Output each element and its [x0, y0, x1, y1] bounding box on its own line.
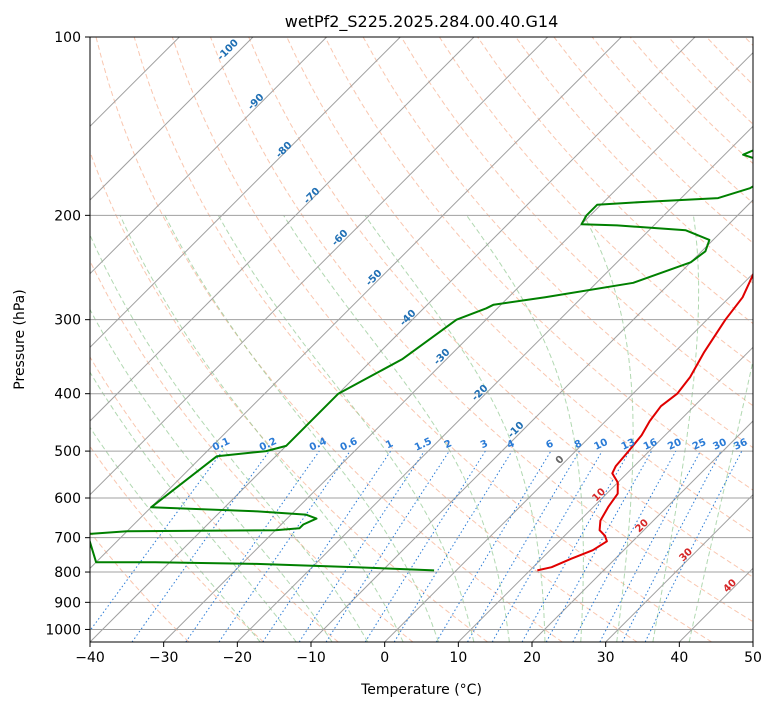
moist-adiabat [364, 215, 546, 642]
temperature-profile [537, 272, 753, 572]
isotherm [531, 420, 753, 642]
isotherm [90, 37, 622, 570]
mixing-ratio-line [521, 450, 630, 642]
x-tick-label: 0 [380, 650, 389, 666]
chart-title: wetPf2_S225.2025.284.00.40.G14 [285, 12, 559, 32]
y-tick-label: 900 [54, 595, 81, 611]
mixing-ratio-line [325, 450, 450, 642]
y-axis-title: Pressure (hPa) [12, 289, 28, 389]
dry-adiabat [95, 37, 563, 642]
dry-adiabat [210, 37, 753, 623]
x-tick-label: 40 [670, 650, 688, 666]
mixing-ratio-line [545, 450, 653, 642]
mixing-ratio-line [262, 450, 392, 642]
isotherm [90, 37, 475, 422]
y-tick-label: 700 [54, 531, 81, 547]
plot-frame [89, 36, 754, 643]
x-tick-label: −10 [296, 650, 326, 666]
moist-adiabat [164, 215, 439, 642]
dry-adiabat [248, 37, 753, 578]
mixing-ratio-line [644, 450, 743, 642]
moist-adiabat [119, 215, 404, 642]
line-labels: 0.1 0.2 0.4 0.6 1 1.5 2 3 4 6 8 10 13 16 20 25 30 36-100-… [211, 37, 749, 595]
dry-adiabat [90, 445, 264, 642]
mixing-ratio-line [185, 450, 320, 642]
x-tick-label: 10 [449, 650, 467, 666]
y-tick-label: 300 [54, 313, 81, 329]
moist-adiabat [583, 215, 634, 642]
mixing-ratio-label: 8 [573, 438, 584, 451]
background-lines [90, 37, 753, 642]
x-tick-label: −40 [75, 650, 105, 666]
x-tick-label: 30 [597, 650, 615, 666]
x-tick-label: 50 [744, 650, 762, 666]
moist-adiabat [283, 215, 510, 642]
mixing-ratio-label: 4 [506, 438, 517, 451]
dry-adiabat [171, 37, 712, 642]
x-axis-title: Temperature (°C) [360, 682, 482, 698]
mixing-ratio-label: 13 [620, 437, 637, 453]
dry-adiabat [90, 531, 190, 642]
profiles [90, 149, 753, 572]
y-tick-label: 800 [54, 565, 81, 581]
isotherm [90, 37, 549, 496]
mixing-ratio-label: 30 [711, 437, 728, 453]
mixing-ratio-label: 2 [443, 438, 454, 451]
mixing-ratio-line [298, 450, 425, 642]
moist-adiabat [688, 358, 753, 642]
isotherm [384, 272, 753, 642]
dewpoint-profile [90, 149, 753, 572]
dry-adiabat [90, 150, 488, 642]
dry-adiabat [133, 37, 638, 642]
mixing-ratio-line [393, 450, 513, 642]
mixing-ratio-label: 1 [384, 438, 395, 451]
mixing-ratio-line [131, 450, 270, 642]
mixing-ratio-line [218, 450, 351, 642]
isotherm [90, 37, 328, 275]
y-tick-label: 200 [54, 208, 81, 224]
dry-adiabat [90, 356, 339, 642]
mixing-ratio-line [572, 450, 677, 642]
dry-adiabat [400, 37, 753, 407]
x-tick-label: 20 [523, 650, 541, 666]
axis-ticks: −40 −30 −20 −10 0 10 20 30 40 50 1000 900 800 700 600 5… [45, 30, 762, 666]
isotherm [90, 37, 696, 642]
y-tick-label: 500 [54, 444, 81, 460]
mixing-ratio-label: 25 [691, 437, 708, 453]
mixing-ratio-label: 16 [642, 437, 659, 453]
isotherm [90, 37, 254, 201]
isotherm [236, 125, 753, 642]
isotherm [605, 493, 753, 642]
mixing-ratio-label: 20 [666, 437, 683, 453]
y-tick-label: 1000 [45, 622, 81, 638]
mixing-ratio-label: 36 [732, 437, 749, 453]
moist-adiabat [90, 426, 261, 642]
y-tick-label: 600 [54, 491, 81, 507]
moist-adiabat [652, 215, 700, 642]
dry-adiabat [438, 37, 753, 366]
isotherm [163, 51, 753, 642]
mixing-ratio-label: 3 [479, 438, 490, 451]
mixing-ratio-line [90, 450, 223, 632]
moist-adiabat [90, 233, 369, 642]
y-tick-label: 400 [54, 387, 81, 403]
isotherm [310, 199, 753, 642]
dry-adiabat [324, 37, 753, 491]
x-tick-label: −20 [223, 650, 253, 666]
mixing-ratio-label: 6 [544, 438, 555, 451]
isotherm [90, 37, 401, 349]
y-tick-label: 100 [54, 30, 81, 46]
x-tick-label: −30 [149, 650, 179, 666]
mixing-ratio-label: 10 [592, 437, 609, 453]
isotherm [457, 346, 753, 642]
